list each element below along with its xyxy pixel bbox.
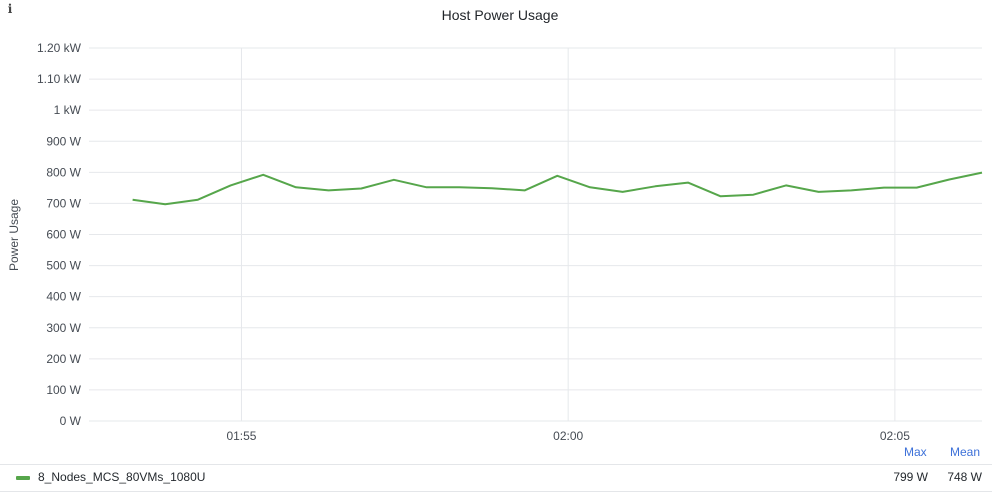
- x-axis-ticks: 01:55 02:00 02:05: [226, 429, 910, 443]
- legend-header-mean[interactable]: Mean: [950, 445, 981, 459]
- power-usage-chart: 0 W 100 W 200 W 300 W 400 W 500 W 600 W 700 W 80…: [7, 41, 983, 443]
- legend-color-swatch: [16, 476, 30, 480]
- y-tick-label: 900 W: [46, 134, 81, 148]
- y-tick-label: 400 W: [46, 290, 81, 304]
- y-tick-label: 0 W: [60, 414, 82, 428]
- x-tick-label: 01:55: [226, 429, 256, 443]
- y-tick-label: 700 W: [46, 196, 81, 210]
- panel-title: Host Power Usage: [441, 7, 559, 23]
- y-axis-label: Power Usage: [7, 199, 21, 271]
- y-axis-ticks: 0 W 100 W 200 W 300 W 400 W 500 W 600 W 700 W 80…: [37, 41, 82, 428]
- legend-item[interactable]: 8_Nodes_MCS_80VMs_1080U 799 W 748 W: [0, 464, 992, 492]
- grid: [89, 47, 982, 422]
- series-layer: [132, 171, 983, 206]
- x-tick-label: 02:00: [553, 429, 583, 443]
- y-tick-label: 200 W: [46, 352, 81, 366]
- y-tick-label: 1 kW: [54, 103, 82, 117]
- y-tick-label: 1.10 kW: [37, 72, 82, 86]
- y-tick-label: 1.20 kW: [37, 41, 82, 55]
- legend-max-value: 799 W: [893, 470, 928, 484]
- y-tick-label: 800 W: [46, 165, 81, 179]
- legend-series-name: 8_Nodes_MCS_80VMs_1080U: [38, 470, 206, 484]
- x-tick-label: 02:05: [880, 429, 910, 443]
- legend-mean-value: 748 W: [947, 470, 982, 484]
- y-tick-label: 500 W: [46, 259, 81, 273]
- legend-header-max[interactable]: Max: [904, 445, 927, 459]
- y-tick-label: 100 W: [46, 383, 81, 397]
- y-tick-label: 300 W: [46, 321, 81, 335]
- series-line[interactable]: [132, 171, 983, 206]
- info-icon[interactable]: i: [7, 2, 13, 16]
- y-tick-label: 600 W: [46, 228, 81, 242]
